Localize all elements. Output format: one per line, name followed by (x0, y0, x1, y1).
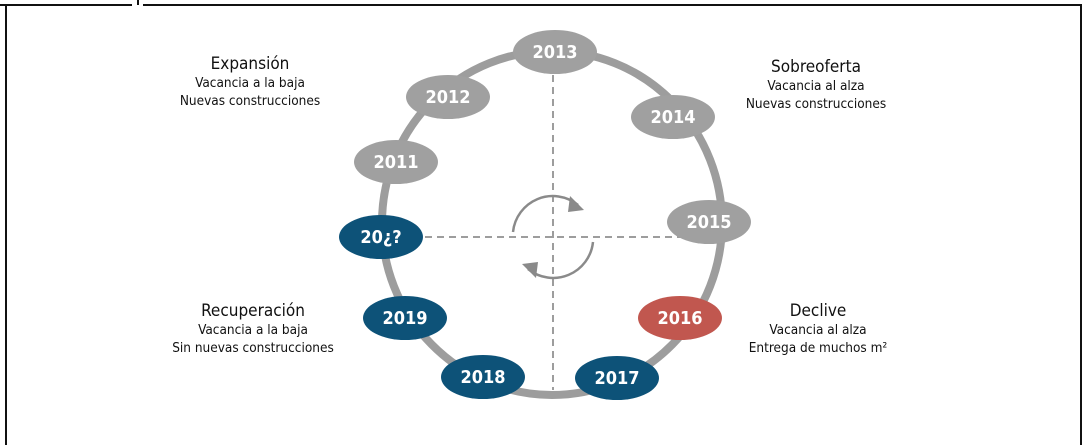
node-label: 2016 (657, 308, 702, 329)
node-label: 2017 (594, 368, 639, 389)
year-node (513, 30, 597, 74)
cycle-icon (511, 194, 595, 280)
quadrant-line: Entrega de muchos m² (749, 340, 888, 356)
quadrant-line: Vacancia a la baja (195, 75, 305, 91)
node-label: 2018 (460, 367, 505, 388)
year-node (667, 200, 751, 244)
year-node (575, 356, 659, 400)
year-node (638, 296, 722, 340)
quadrant-line: Vacancia a la baja (198, 322, 308, 338)
quadrant-title: Expansión (211, 54, 290, 74)
node-label: 20¿? (360, 227, 401, 248)
node-label: 2012 (425, 87, 470, 108)
arrow-head (522, 262, 538, 278)
quadrant-line: Nuevas construcciones (746, 96, 886, 112)
quadrant-line: Nuevas construcciones (180, 93, 320, 109)
node-label: 2011 (373, 152, 418, 173)
year-node (406, 75, 490, 119)
quadrant-line: Sin nuevas construcciones (172, 340, 334, 356)
node-label: 2015 (686, 212, 731, 233)
quadrant-line: Vacancia al alza (767, 78, 864, 94)
year-node (339, 215, 423, 259)
quadrant-title: Declive (790, 301, 847, 321)
node-label: 2014 (650, 107, 695, 128)
arrow-head (568, 196, 584, 212)
year-node (363, 296, 447, 340)
year-node (441, 355, 525, 399)
year-node (354, 140, 438, 184)
quadrant-title: Sobreoferta (771, 57, 861, 77)
node-label: 2013 (532, 42, 577, 63)
node-label: 2019 (382, 308, 427, 329)
year-node (631, 95, 715, 139)
quadrant-line: Vacancia al alza (769, 322, 866, 338)
quadrant-title: Recuperación (201, 301, 305, 321)
